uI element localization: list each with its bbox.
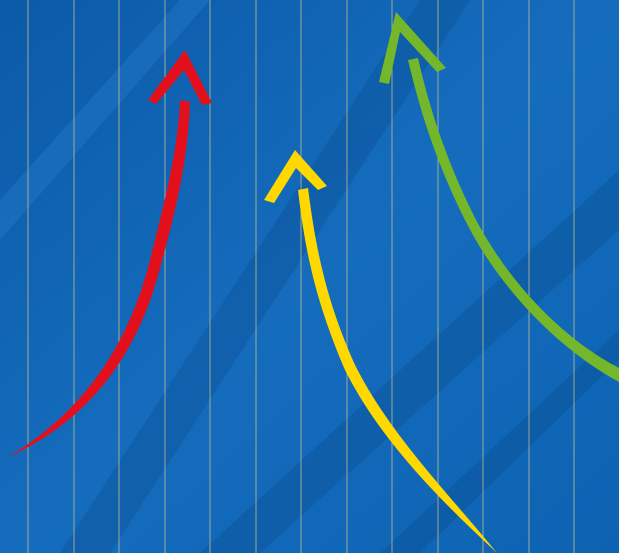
green-arrow bbox=[379, 12, 619, 382]
arrow-head bbox=[148, 50, 212, 105]
arrow-head bbox=[264, 150, 327, 203]
arrow-shaft bbox=[8, 100, 190, 457]
red-arrow bbox=[8, 50, 212, 457]
yellow-arrow bbox=[264, 150, 497, 553]
fold bbox=[0, 0, 210, 240]
fold bbox=[200, 170, 619, 553]
arrow-head bbox=[379, 12, 446, 84]
fold bbox=[60, 0, 470, 553]
